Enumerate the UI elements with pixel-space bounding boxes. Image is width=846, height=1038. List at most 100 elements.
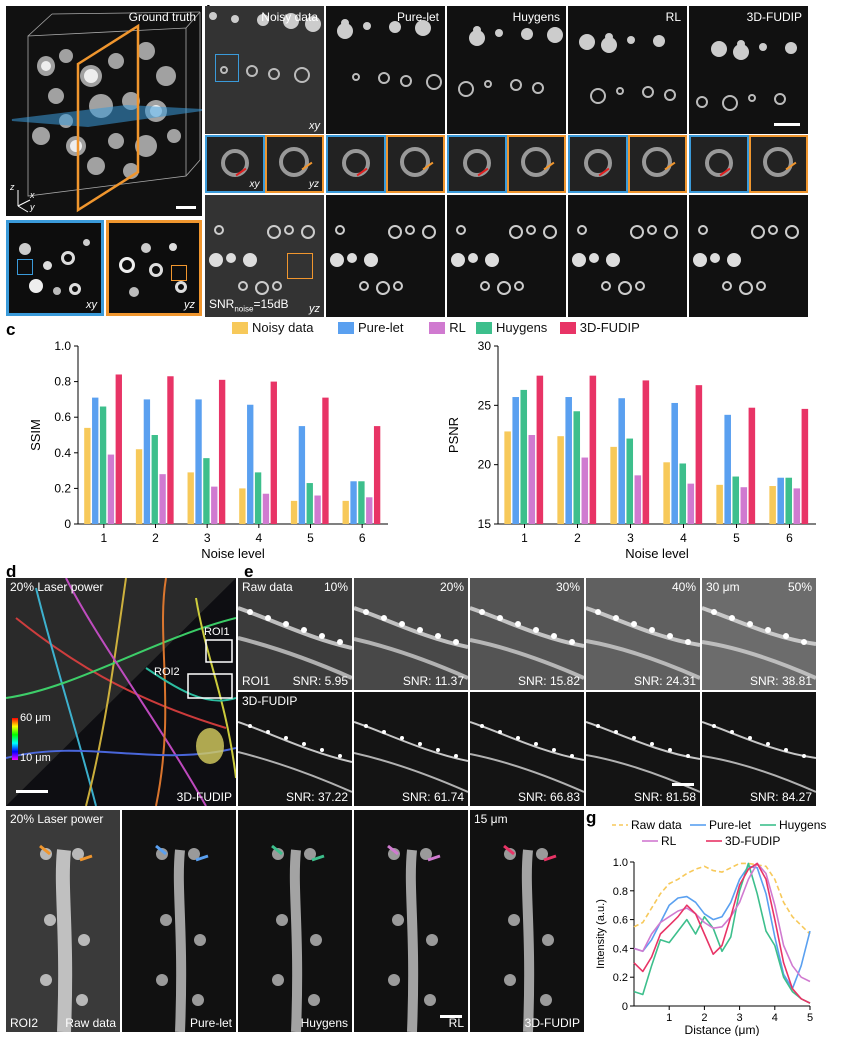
b-structure xyxy=(601,37,617,53)
bar xyxy=(528,435,536,524)
b-structure xyxy=(255,281,269,295)
bar xyxy=(557,436,564,524)
b-structure xyxy=(572,253,586,267)
bar xyxy=(115,374,122,524)
y-tick-label: 0.6 xyxy=(613,915,628,927)
b-structure xyxy=(526,225,536,235)
f-column-label: Raw data xyxy=(65,1016,116,1030)
bar xyxy=(573,411,581,524)
b-xy-image: Pure-let xyxy=(326,6,445,134)
bar xyxy=(247,404,254,524)
b-structure xyxy=(601,281,611,291)
bar xyxy=(239,488,246,524)
bar xyxy=(589,375,597,524)
bar xyxy=(350,481,357,524)
dendrite-render xyxy=(702,606,816,680)
dendrite-render xyxy=(586,606,700,680)
e-raw-snr: SNR: 24.31 xyxy=(633,674,696,688)
x-axis-label: Noise level xyxy=(201,546,265,561)
b-structure xyxy=(785,42,797,54)
b-structure xyxy=(733,44,749,60)
legend-swatch xyxy=(429,322,446,334)
e-power-label: 20% xyxy=(439,580,464,594)
b-structure xyxy=(547,27,563,43)
b-zoom-xy xyxy=(689,135,749,193)
x-tick-label: 5 xyxy=(807,1012,813,1024)
axis-z-label: z xyxy=(10,182,15,192)
bar xyxy=(512,397,519,524)
legend-swatch xyxy=(338,322,354,334)
bar xyxy=(107,454,115,524)
bar xyxy=(695,385,703,524)
x-tick-label: 1 xyxy=(521,531,528,545)
b-zoom-xy xyxy=(568,135,628,193)
b-zoom-ring xyxy=(342,149,370,177)
b-structure xyxy=(630,225,644,239)
b-structure xyxy=(272,281,282,291)
b-structure xyxy=(497,281,511,295)
dendrite-render xyxy=(586,721,700,793)
bar xyxy=(195,399,202,524)
b-yz-image xyxy=(447,195,566,317)
b-structure xyxy=(363,22,371,30)
y-axis-label: Intensity (a.u.) xyxy=(595,899,607,969)
bar xyxy=(634,475,642,524)
b-structure xyxy=(739,281,753,295)
b-structure xyxy=(647,225,657,235)
panel-letter-c: c xyxy=(6,320,16,339)
b-structure xyxy=(543,225,557,239)
e-fudip-snr: SNR: 37.22 xyxy=(285,790,348,804)
bar xyxy=(167,376,174,524)
bar xyxy=(306,483,313,524)
y-tick-label: 1.0 xyxy=(54,339,71,353)
scale-bar xyxy=(176,206,196,209)
e-fudip-image: SNR: 84.27 xyxy=(702,692,816,806)
y-tick-label: 0 xyxy=(64,517,71,531)
b-structure xyxy=(774,93,786,105)
b-column-title: Noisy data xyxy=(261,10,318,24)
bar xyxy=(218,379,226,524)
y-tick-label: 0.4 xyxy=(54,446,71,460)
b-structure xyxy=(405,225,415,235)
b-structure xyxy=(751,225,765,239)
b-structure xyxy=(294,67,310,83)
b-structure xyxy=(226,253,236,263)
x-tick-label: 1 xyxy=(666,1012,672,1024)
f-arrow xyxy=(271,844,283,856)
b-structure xyxy=(451,253,465,267)
legend-label: Huygens xyxy=(496,320,548,335)
depth-top-label: 60 μm xyxy=(20,712,51,724)
y-tick-label: 0.8 xyxy=(54,375,71,389)
series-line xyxy=(633,865,811,990)
b-zoom-ring xyxy=(584,149,612,177)
b-structure xyxy=(246,65,258,77)
legend-label: 3D-FUDIP xyxy=(579,320,640,335)
bar xyxy=(211,486,218,524)
bar xyxy=(565,397,572,524)
b-yz-label: yz xyxy=(309,303,320,315)
y-tick-label: 0.8 xyxy=(613,886,628,898)
b-structure xyxy=(458,81,474,97)
e-raw-image: 50% SNR: 38.81 30 μm xyxy=(702,578,816,690)
bar xyxy=(536,375,544,524)
bar xyxy=(270,381,277,524)
neuron-overview: 20% Laser power ROI1 ROI2 60 μm 10 μm 3D… xyxy=(6,578,236,806)
dendrite-render xyxy=(271,844,325,1032)
ground-truth-volume: Ground truth z x y xyxy=(6,6,202,216)
b-zoom-yz: yz xyxy=(264,135,324,193)
e-depth-label: 30 μm xyxy=(706,580,740,594)
b-snr-label: SNRnoise=15dB xyxy=(209,296,289,313)
b-structure xyxy=(257,14,269,26)
e-fudip-image: SNR: 37.22 3D-FUDIP xyxy=(238,692,352,806)
series-line xyxy=(633,862,811,935)
b-structure xyxy=(710,253,720,263)
legend-swatch xyxy=(476,322,492,334)
y-tick-label: 30 xyxy=(478,339,492,353)
y-tick-label: 0.2 xyxy=(613,972,628,984)
b-structure xyxy=(484,80,492,88)
b-structure xyxy=(364,253,378,267)
e-fudip-image: SNR: 81.58 xyxy=(586,692,700,806)
f-column-label: Pure-let xyxy=(189,1016,232,1030)
b-structure xyxy=(284,225,294,235)
bar xyxy=(716,484,723,524)
